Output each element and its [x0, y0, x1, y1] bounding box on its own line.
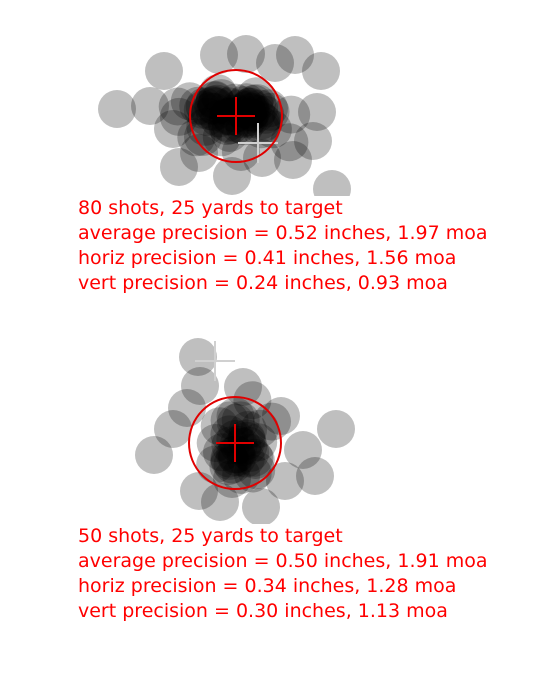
average-precision-line: average precision = 0.50 inches, 1.91 mo… — [78, 549, 487, 574]
average-precision-line: average precision = 0.52 inches, 1.97 mo… — [78, 221, 487, 246]
target-plot-2 — [0, 330, 552, 524]
shot-hole — [313, 170, 351, 196]
vert-precision-line: vert precision = 0.30 inches, 1.13 moa — [78, 599, 487, 624]
shot-count-line: 50 shots, 25 yards to target — [78, 524, 487, 549]
group-stats-1: 80 shots, 25 yards to target average pre… — [78, 196, 487, 296]
shot-hole — [317, 410, 355, 448]
horiz-precision-line: horiz precision = 0.34 inches, 1.28 moa — [78, 574, 487, 599]
shot-hole — [256, 44, 294, 82]
shot-count-line: 80 shots, 25 yards to target — [78, 196, 487, 221]
shot-hole — [98, 90, 136, 128]
vert-precision-line: vert precision = 0.24 inches, 0.93 moa — [78, 271, 487, 296]
shot-group-1: 80 shots, 25 yards to target average pre… — [0, 0, 552, 330]
shot-hole — [154, 410, 192, 448]
shot-hole — [145, 52, 183, 90]
target-plot-1 — [0, 0, 552, 196]
shot-hole — [302, 52, 340, 90]
shot-group-2: 50 shots, 25 yards to target average pre… — [0, 330, 552, 670]
horiz-precision-line: horiz precision = 0.41 inches, 1.56 moa — [78, 246, 487, 271]
group-stats-2: 50 shots, 25 yards to target average pre… — [78, 524, 487, 624]
